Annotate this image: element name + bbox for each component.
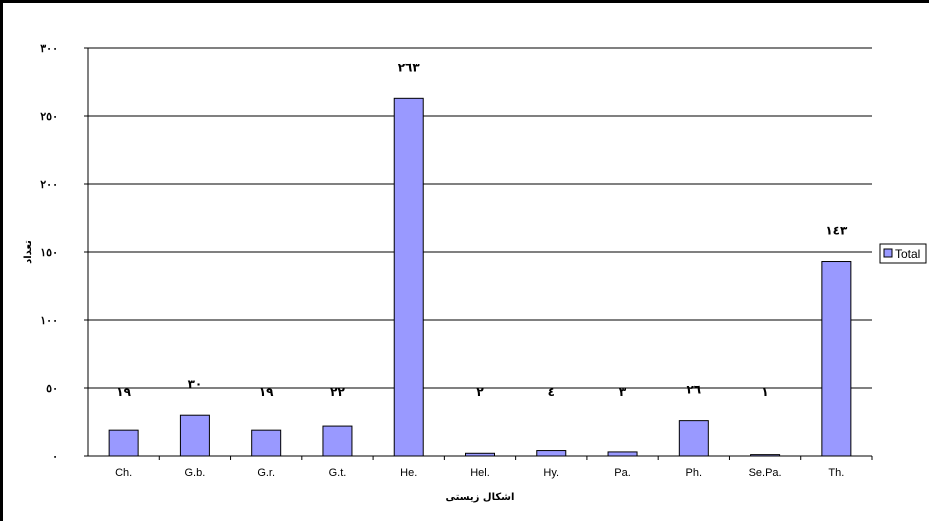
x-tick-label: Hel. [470, 467, 490, 479]
y-tick-label: ١٠٠ [40, 315, 58, 327]
data-labels: ١٩ ٣٠ ١٩ ٢٢ ٢٦٣ ٢ ٤ ٣ ٢٦ ١ ١٤٣ [116, 60, 848, 399]
y-tick-label: ١٥٠ [40, 247, 58, 259]
bar [607, 451, 638, 457]
x-tick-label: G.b. [185, 467, 206, 479]
x-tick-label: Ph. [686, 467, 703, 479]
x-tick-label: Hy. [543, 467, 559, 479]
data-label: ١٩ [259, 385, 274, 399]
bar [108, 429, 139, 457]
y-tick-labels: ٠ ٥٠ ١٠٠ ١٥٠ ٢٠٠ ٢٥٠ ٣٠٠ [40, 43, 88, 463]
y-tick-label: ٢٥٠ [40, 111, 58, 123]
y-axis-title: تعداد [23, 240, 34, 264]
data-label: ٣ [619, 385, 627, 399]
bar [678, 420, 709, 457]
legend: Total [879, 243, 927, 264]
x-tick-label: Se.Pa. [749, 467, 782, 479]
x-tick-label: G.t. [329, 467, 347, 479]
data-label: ٢٦٣ [398, 60, 421, 74]
data-label: ١٤٣ [825, 224, 848, 238]
data-label: ٢٦ [686, 383, 701, 397]
y-tick-label: ٥٠ [46, 383, 58, 395]
gridlines [88, 47, 872, 389]
y-tick-label: ٠ [52, 451, 58, 463]
bars [108, 97, 852, 457]
x-tick-label: He. [400, 467, 417, 479]
bar [393, 97, 424, 457]
x-tick-label: Pa. [614, 467, 631, 479]
data-label: ١ [761, 385, 768, 399]
bar [251, 429, 282, 457]
legend-label: Total [895, 247, 920, 261]
bar [536, 450, 567, 457]
legend-swatch [883, 248, 893, 258]
bar [821, 261, 852, 457]
x-tick-label: G.r. [257, 467, 275, 479]
x-tick-label: Th. [828, 467, 844, 479]
data-label: ٢٢ [330, 385, 345, 399]
data-label: ٢ [476, 385, 484, 399]
x-tick-labels: Ch. G.b. G.r. G.t. He. Hel. Hy. Pa. Ph. Se.Pa. Th. [115, 456, 873, 479]
x-axis-title: اشکال زیستی [446, 492, 515, 503]
y-tick-label: ٢٠٠ [40, 179, 58, 191]
data-label: ٣٠ [188, 377, 203, 391]
y-tick-label: ٣٠٠ [40, 43, 58, 55]
data-label: ١٩ [116, 385, 131, 399]
bar [322, 425, 353, 457]
bar [179, 414, 210, 457]
data-label: ٤ [548, 385, 555, 399]
x-tick-label: Ch. [115, 467, 132, 479]
